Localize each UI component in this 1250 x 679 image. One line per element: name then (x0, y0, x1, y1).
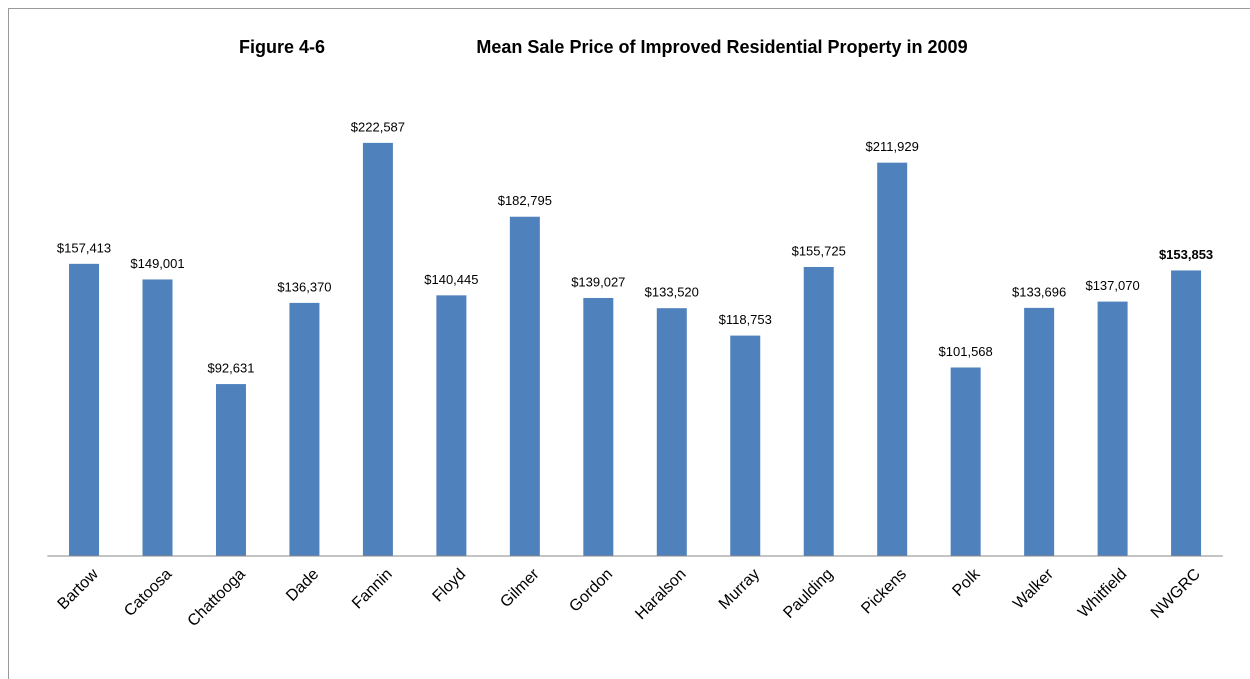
x-tick-label: Walker (1010, 565, 1057, 612)
bar (1171, 270, 1202, 556)
figure-label: Figure 4-6 (239, 37, 325, 57)
x-tick-label: Gordon (566, 566, 616, 616)
value-label: $211,929 (866, 139, 919, 154)
x-tick-label: Catoosa (121, 566, 175, 620)
value-label: $133,696 (1012, 284, 1066, 299)
value-label: $222,587 (351, 119, 405, 134)
value-label: $139,027 (571, 274, 625, 289)
x-tick-label: Murray (716, 566, 763, 613)
value-label: $92,631 (207, 361, 254, 376)
bar (289, 302, 320, 556)
x-tick-label: Chattooga (185, 566, 249, 630)
value-label: $136,370 (277, 279, 331, 294)
bar (436, 295, 467, 556)
bar (215, 384, 246, 556)
bar (1097, 301, 1128, 556)
x-tick-label: Pickens (858, 566, 910, 618)
bar (730, 335, 761, 556)
bar (509, 216, 540, 556)
bar (656, 308, 687, 556)
value-label: $118,753 (719, 312, 772, 327)
x-tick-label: Bartow (55, 565, 103, 613)
value-label: $155,725 (792, 243, 846, 258)
value-label: $153,853 (1159, 247, 1213, 262)
x-tick-label: Gilmer (497, 565, 543, 611)
value-label: $157,413 (57, 240, 111, 255)
x-tick-label: Dade (283, 566, 322, 605)
bar (1024, 307, 1055, 556)
value-label: $149,001 (130, 256, 184, 271)
x-tick-label: Floyd (430, 566, 470, 606)
value-label: $140,445 (424, 272, 478, 287)
bar (950, 367, 981, 556)
value-label: $182,795 (498, 193, 552, 208)
bar (69, 263, 100, 556)
x-tick-label: NWGRC (1148, 566, 1204, 622)
value-label: $133,520 (645, 285, 699, 300)
x-tick-label: Haralson (632, 566, 689, 623)
x-tick-label: Polk (949, 565, 984, 600)
bar (142, 279, 173, 556)
x-tick-label: Whitfield (1075, 566, 1130, 621)
chart-title: Mean Sale Price of Improved Residential … (476, 37, 967, 57)
x-tick-label: Fannin (349, 566, 396, 613)
bar (583, 297, 614, 556)
bar (803, 266, 834, 556)
x-tick-label: Paulding (780, 566, 836, 622)
bar (362, 142, 393, 556)
bar (877, 162, 908, 556)
value-label: $101,568 (939, 344, 993, 359)
value-label: $137,070 (1085, 278, 1139, 293)
